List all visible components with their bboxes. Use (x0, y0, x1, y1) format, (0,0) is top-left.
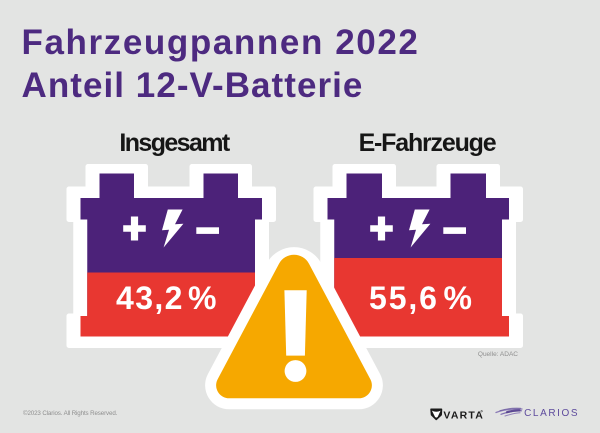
svg-text:43,2 %: 43,2 % (116, 280, 218, 316)
svg-text:VARTA: VARTA (443, 409, 484, 421)
svg-text:55,6 %: 55,6 % (369, 280, 474, 316)
svg-text:CLARIOS: CLARIOS (524, 408, 579, 419)
